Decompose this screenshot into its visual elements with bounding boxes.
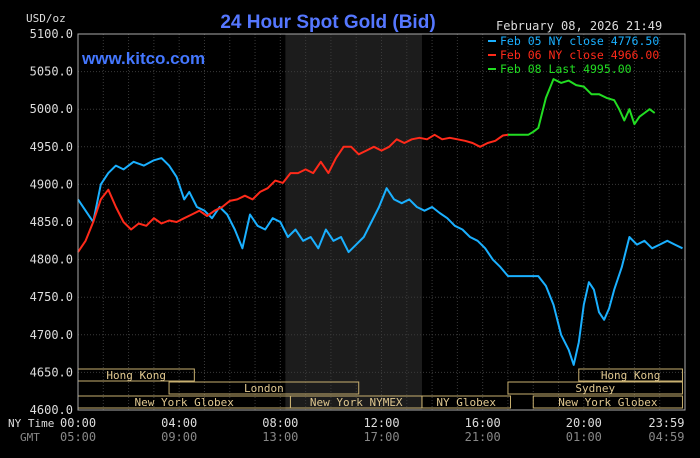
session-box bbox=[532, 395, 683, 409]
ny-time-label: NY Time bbox=[8, 417, 54, 430]
price-series bbox=[77, 78, 683, 366]
website-label: www.kitco.com bbox=[81, 49, 205, 68]
y-tick-label: 4750.0 bbox=[30, 290, 73, 304]
y-tick-label: 5000.0 bbox=[30, 102, 73, 116]
x-tick-label-gmt: 04:59 bbox=[648, 430, 684, 444]
session-label: London bbox=[244, 382, 284, 395]
x-tick-label-ny: 20:00 bbox=[566, 416, 602, 430]
gmt-label: GMT bbox=[20, 431, 40, 444]
units-label: USD/oz bbox=[26, 12, 66, 25]
x-tick-label-gmt: 09:00 bbox=[161, 430, 197, 444]
series-line-feb-05 bbox=[77, 157, 683, 366]
y-tick-label: 4900.0 bbox=[30, 177, 73, 191]
plot-area bbox=[285, 34, 422, 410]
series-line-feb-06 bbox=[77, 133, 509, 253]
session-box bbox=[421, 395, 511, 409]
series-line-feb-08 bbox=[508, 78, 656, 136]
y-tick-label: 4650.0 bbox=[30, 365, 73, 379]
session-label: NY Globex bbox=[436, 396, 496, 409]
session-box bbox=[578, 368, 683, 382]
session-label: New York NYMEX bbox=[310, 396, 403, 409]
timestamp: February 08, 2026 21:49 bbox=[496, 19, 662, 33]
session-label: Sydney bbox=[575, 382, 615, 395]
legend-entry: Feb 05 NY close 4776.50 bbox=[500, 34, 659, 48]
x-tick-label-ny: 04:00 bbox=[161, 416, 197, 430]
session-label: New York Globex bbox=[135, 396, 235, 409]
y-tick-label: 4800.0 bbox=[30, 253, 73, 267]
session-box bbox=[507, 381, 683, 395]
legend-entry: Feb 08 Last 4995.00 bbox=[500, 62, 632, 76]
y-tick-label: 4850.0 bbox=[30, 215, 73, 229]
session-label: Hong Kong bbox=[601, 369, 661, 382]
x-tick-label-gmt: 01:00 bbox=[566, 430, 602, 444]
session-label: Hong Kong bbox=[106, 369, 166, 382]
y-tick-label: 5050.0 bbox=[30, 65, 73, 79]
y-tick-label: 5100.0 bbox=[30, 27, 73, 41]
x-tick-label-ny: 16:00 bbox=[465, 416, 501, 430]
x-tick-label-ny: 00:00 bbox=[60, 416, 96, 430]
legend-entry: Feb 06 NY close 4966.00 bbox=[500, 48, 659, 62]
shaded-region bbox=[285, 34, 422, 410]
x-tick-label-gmt: 13:00 bbox=[262, 430, 298, 444]
x-tick-label-gmt: 05:00 bbox=[60, 430, 96, 444]
session-box bbox=[168, 381, 360, 395]
axes: 5100.0 5050.0 5000.0 4950.0 4900.0 4850.0 4800… bbox=[8, 27, 686, 444]
chart-title: 24 Hour Spot Gold (Bid) bbox=[220, 12, 435, 33]
x-tick-label-ny: 08:00 bbox=[262, 416, 298, 430]
y-tick-label: 4700.0 bbox=[30, 328, 73, 342]
y-tick-label: 4950.0 bbox=[30, 140, 73, 154]
plot-frame bbox=[77, 33, 686, 411]
x-tick-label-ny: 12:00 bbox=[363, 416, 399, 430]
x-tick-label-ny: 23:59 bbox=[648, 416, 684, 430]
y-tick-label: 4600.0 bbox=[30, 403, 73, 417]
x-tick-label-gmt: 17:00 bbox=[363, 430, 399, 444]
x-tick-label-gmt: 21:00 bbox=[465, 430, 501, 444]
session-label: New York Globex bbox=[558, 396, 658, 409]
